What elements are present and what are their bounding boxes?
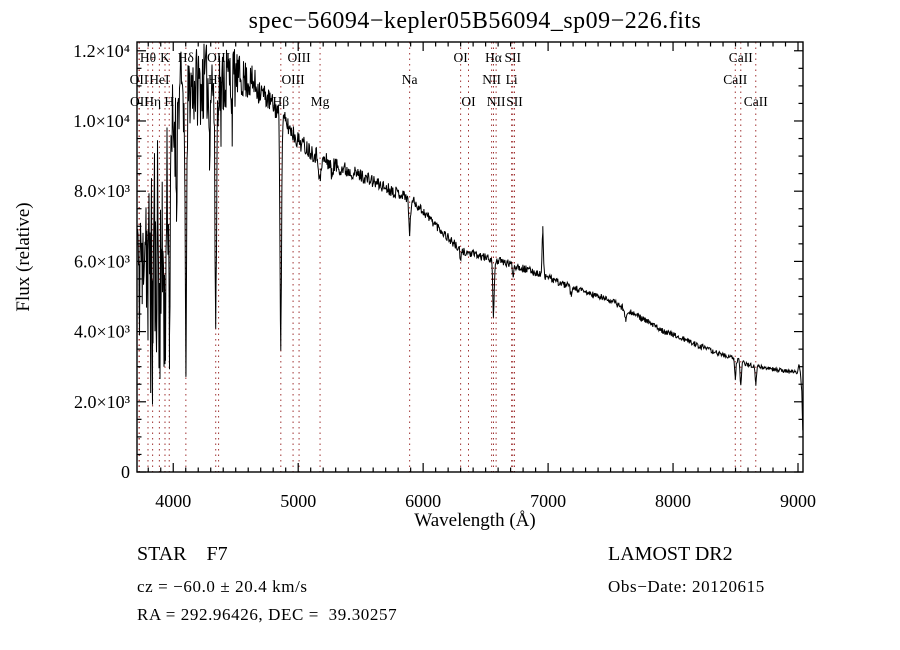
- line-label: OII: [130, 72, 149, 87]
- y-tick-label: 1.0×10⁴: [73, 111, 130, 131]
- line-label: NII: [487, 94, 506, 109]
- y-axis-label: Flux (relative): [13, 202, 34, 312]
- x-tick-label: 8000: [655, 491, 691, 511]
- survey-release-label: LAMOST DR2: [608, 543, 733, 565]
- radial-velocity-label: cz = −60.0 ± 20.4 km/s: [137, 577, 308, 596]
- plot-title: spec−56094−kepler05B56094_sp09−226.fits: [248, 8, 702, 34]
- line-label: HeI: [149, 72, 170, 87]
- line-label: OII: [130, 94, 149, 109]
- obs-date-label: Obs−Date: 20120615: [608, 577, 765, 596]
- y-tick-label: 1.2×10⁴: [73, 41, 130, 61]
- line-label: Hβ: [273, 94, 290, 109]
- line-label: Hη: [144, 94, 161, 109]
- coordinates-label: RA = 292.96426, DEC = 39.30257: [137, 605, 398, 624]
- x-tick-label: 9000: [780, 491, 816, 511]
- x-tick-label: 7000: [530, 491, 566, 511]
- line-label: NII: [482, 72, 501, 87]
- line-label: SII: [504, 50, 521, 65]
- spectrum-line: [136, 43, 804, 431]
- line-label: K: [160, 50, 170, 65]
- object-class-label: STAR F7: [137, 543, 228, 565]
- line-label: Hα: [485, 50, 502, 65]
- line-label: CaII: [729, 50, 753, 65]
- line-label: CaII: [744, 94, 768, 109]
- x-tick-label: 4000: [155, 491, 191, 511]
- line-label: Hθ: [140, 50, 156, 65]
- line-label: SII: [506, 94, 523, 109]
- y-tick-label: 8.0×10³: [74, 181, 131, 201]
- line-label: H: [164, 94, 174, 109]
- line-label: OIII: [287, 50, 311, 65]
- line-label: OIII: [207, 50, 231, 65]
- plot-frame: [136, 41, 804, 473]
- x-axis-label: Wavelength (Å): [414, 510, 536, 531]
- y-tick-label: 6.0×10³: [74, 251, 131, 271]
- line-label: OI: [454, 50, 469, 65]
- line-label: Hδ: [178, 50, 194, 65]
- line-label: OI: [461, 94, 476, 109]
- x-tick-label: 5000: [280, 491, 316, 511]
- line-label: Li: [506, 72, 518, 87]
- line-label: CaII: [723, 72, 747, 87]
- line-label: Na: [402, 72, 418, 87]
- x-tick-label: 6000: [405, 491, 441, 511]
- line-label: OIII: [281, 72, 305, 87]
- y-tick-label: 0: [121, 462, 130, 482]
- y-tick-label: 2.0×10³: [74, 392, 131, 412]
- line-label: Mg: [311, 94, 330, 109]
- y-tick-label: 4.0×10³: [74, 322, 131, 342]
